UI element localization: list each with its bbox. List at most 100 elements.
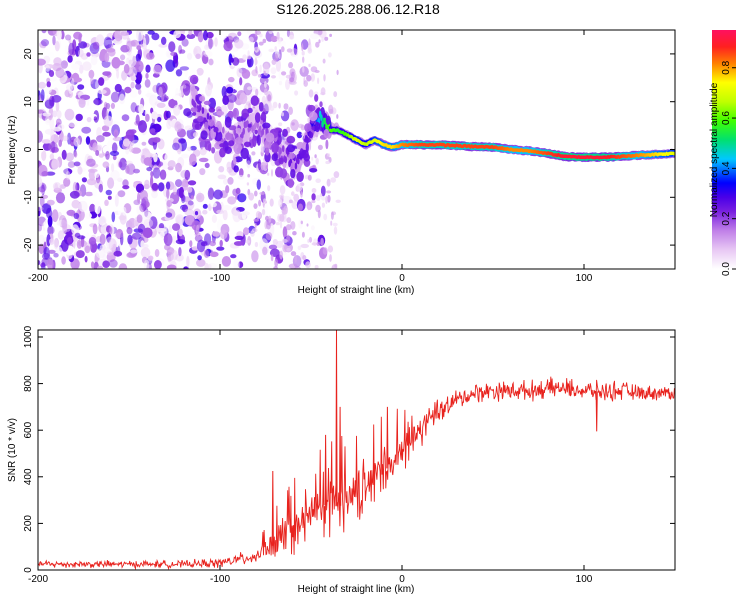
spectrogram-noise-cell (275, 222, 280, 226)
spectrogram-noise-cell (322, 58, 326, 64)
snr-x-tick-label: -200 (28, 574, 48, 585)
spectrogram-noise-cell (56, 30, 62, 41)
spectrogram-noise-cell (104, 39, 114, 45)
spectrogram-noise-cell (230, 57, 234, 63)
spectrogram-noise-cell (232, 57, 240, 66)
spectrogram-noise-cell (204, 262, 209, 269)
spectrogram-noise-cell (196, 258, 206, 267)
spectrogram-noise-cell (181, 204, 188, 213)
spectrogram-noise-cell (127, 234, 133, 245)
spectrogram-noise-cell (310, 225, 315, 231)
spectrogram-noise-cell (102, 71, 111, 76)
spectrogram-ridge-cell (203, 100, 211, 106)
spectrogram-noise-cell (329, 33, 332, 38)
spectrogram-noise-cell (271, 169, 273, 177)
spectrogram-noise-cell (45, 64, 50, 72)
spectrogram-noise-cell (197, 31, 204, 43)
spectrogram-noise-cell (315, 41, 320, 48)
spectrogram-noise-cell (237, 193, 247, 203)
spectrogram-noise-cell (311, 242, 317, 246)
spectrogram-noise-cell (72, 77, 83, 83)
spectrogram-noise-cell (71, 77, 75, 90)
spectrogram-noise-cell (137, 72, 143, 81)
spectrogram-noise-cell (246, 30, 252, 36)
spectrogram-noise-cell (321, 196, 326, 201)
spectrogram-x-tick-label: -100 (210, 273, 230, 284)
spectrogram-noise-cell (290, 54, 299, 61)
spectrogram-noise-cell (122, 138, 130, 147)
spectrogram-noise-cell (199, 168, 206, 176)
spectrogram-noise-cell (255, 210, 261, 220)
spectrogram-noise-cell (286, 217, 292, 224)
spectrogram-ridge-cell (319, 101, 323, 108)
spectrogram-noise-cell (216, 209, 225, 215)
spectrogram-noise-cell (257, 159, 262, 171)
spectrogram-ridge-cell (264, 147, 270, 156)
spectrogram-noise-cell (336, 69, 339, 76)
spectrogram-noise-cell (111, 142, 118, 154)
spectrogram-noise-cell (206, 31, 214, 39)
spectrogram-noise-cell (152, 167, 161, 179)
spectrogram-noise-cell (105, 189, 113, 196)
spectrogram-ridge-cell (260, 120, 264, 125)
spectrogram-noise-cell (41, 30, 47, 34)
spectrogram-noise-cell (38, 109, 44, 114)
spectrogram-noise-cell (105, 48, 116, 53)
spectrogram-noise-cell (38, 260, 41, 266)
spectrogram-noise-cell (135, 53, 141, 63)
spectrogram-noise-cell (270, 67, 277, 75)
spectrogram-noise-cell (189, 240, 193, 248)
spectrogram-ridge-cell (233, 143, 243, 155)
spectrogram-noise-cell (310, 73, 315, 82)
spectrogram-noise-cell (111, 57, 121, 69)
spectrogram-noise-cell (221, 86, 227, 98)
spectrogram-noise-cell (211, 214, 217, 223)
spectrogram-noise-cell (51, 209, 59, 223)
spectrogram-noise-cell (147, 30, 155, 35)
spectrogram-noise-cell (257, 74, 262, 78)
spectrogram-noise-cell (272, 101, 278, 109)
spectrogram-noise-cell (38, 243, 45, 255)
spectrogram-noise-cell (296, 183, 303, 192)
spectrogram-noise-cell (38, 58, 46, 66)
spectrogram-noise-cell (184, 66, 189, 77)
spectrogram-noise-cell (42, 112, 51, 117)
spectrogram-noise-cell (75, 250, 85, 259)
spectrogram-ridge-cell (228, 125, 237, 131)
spectrogram-noise-cell (262, 38, 267, 44)
spectrogram-noise-cell (311, 193, 316, 201)
spectrogram-noise-cell (38, 47, 46, 52)
spectrogram-noise-cell (297, 245, 302, 250)
spectrogram-noise-cell (261, 208, 266, 216)
spectrogram-noise-cell (232, 209, 242, 223)
spectrogram-noise-cell (320, 237, 324, 246)
spectrogram-noise-cell (260, 161, 266, 171)
spectrogram-noise-cell (92, 142, 98, 153)
spectrogram-noise-cell (131, 232, 142, 240)
spectrogram-noise-cell (44, 64, 55, 69)
spectrogram-noise-cell (275, 59, 281, 72)
spectrogram-noise-cell (172, 95, 181, 101)
spectrogram-noise-cell (184, 125, 193, 131)
spectrogram-noise-cell (120, 31, 130, 36)
spectrogram-noise-cell (94, 201, 101, 215)
spectrogram-x-tick-label: 100 (576, 273, 593, 284)
spectrogram-noise-cell (156, 228, 167, 233)
spectrogram-noise-cell (278, 102, 281, 109)
spectrogram-noise-cell (235, 187, 241, 195)
spectrogram-noise-cell (71, 199, 81, 209)
spectrogram-noise-cell (333, 226, 338, 235)
spectrogram-noise-cell (118, 215, 127, 221)
spectrogram-noise-cell (143, 157, 152, 166)
spectrogram-noise-cell (264, 81, 267, 88)
spectrogram-noise-cell (175, 80, 181, 88)
spectrogram-noise-cell (173, 104, 181, 116)
colorbar-tick-label: 0.8 (721, 60, 732, 74)
spectrogram-noise-cell (266, 221, 271, 230)
spectrogram-ridge-cell (284, 156, 288, 164)
spectrogram-noise-cell (301, 231, 305, 238)
spectrogram-noise-cell (312, 164, 316, 169)
spectrogram-noise-cell (308, 89, 314, 98)
spectrogram-noise-cell (165, 212, 173, 218)
spectrogram-noise-cell (136, 214, 143, 223)
